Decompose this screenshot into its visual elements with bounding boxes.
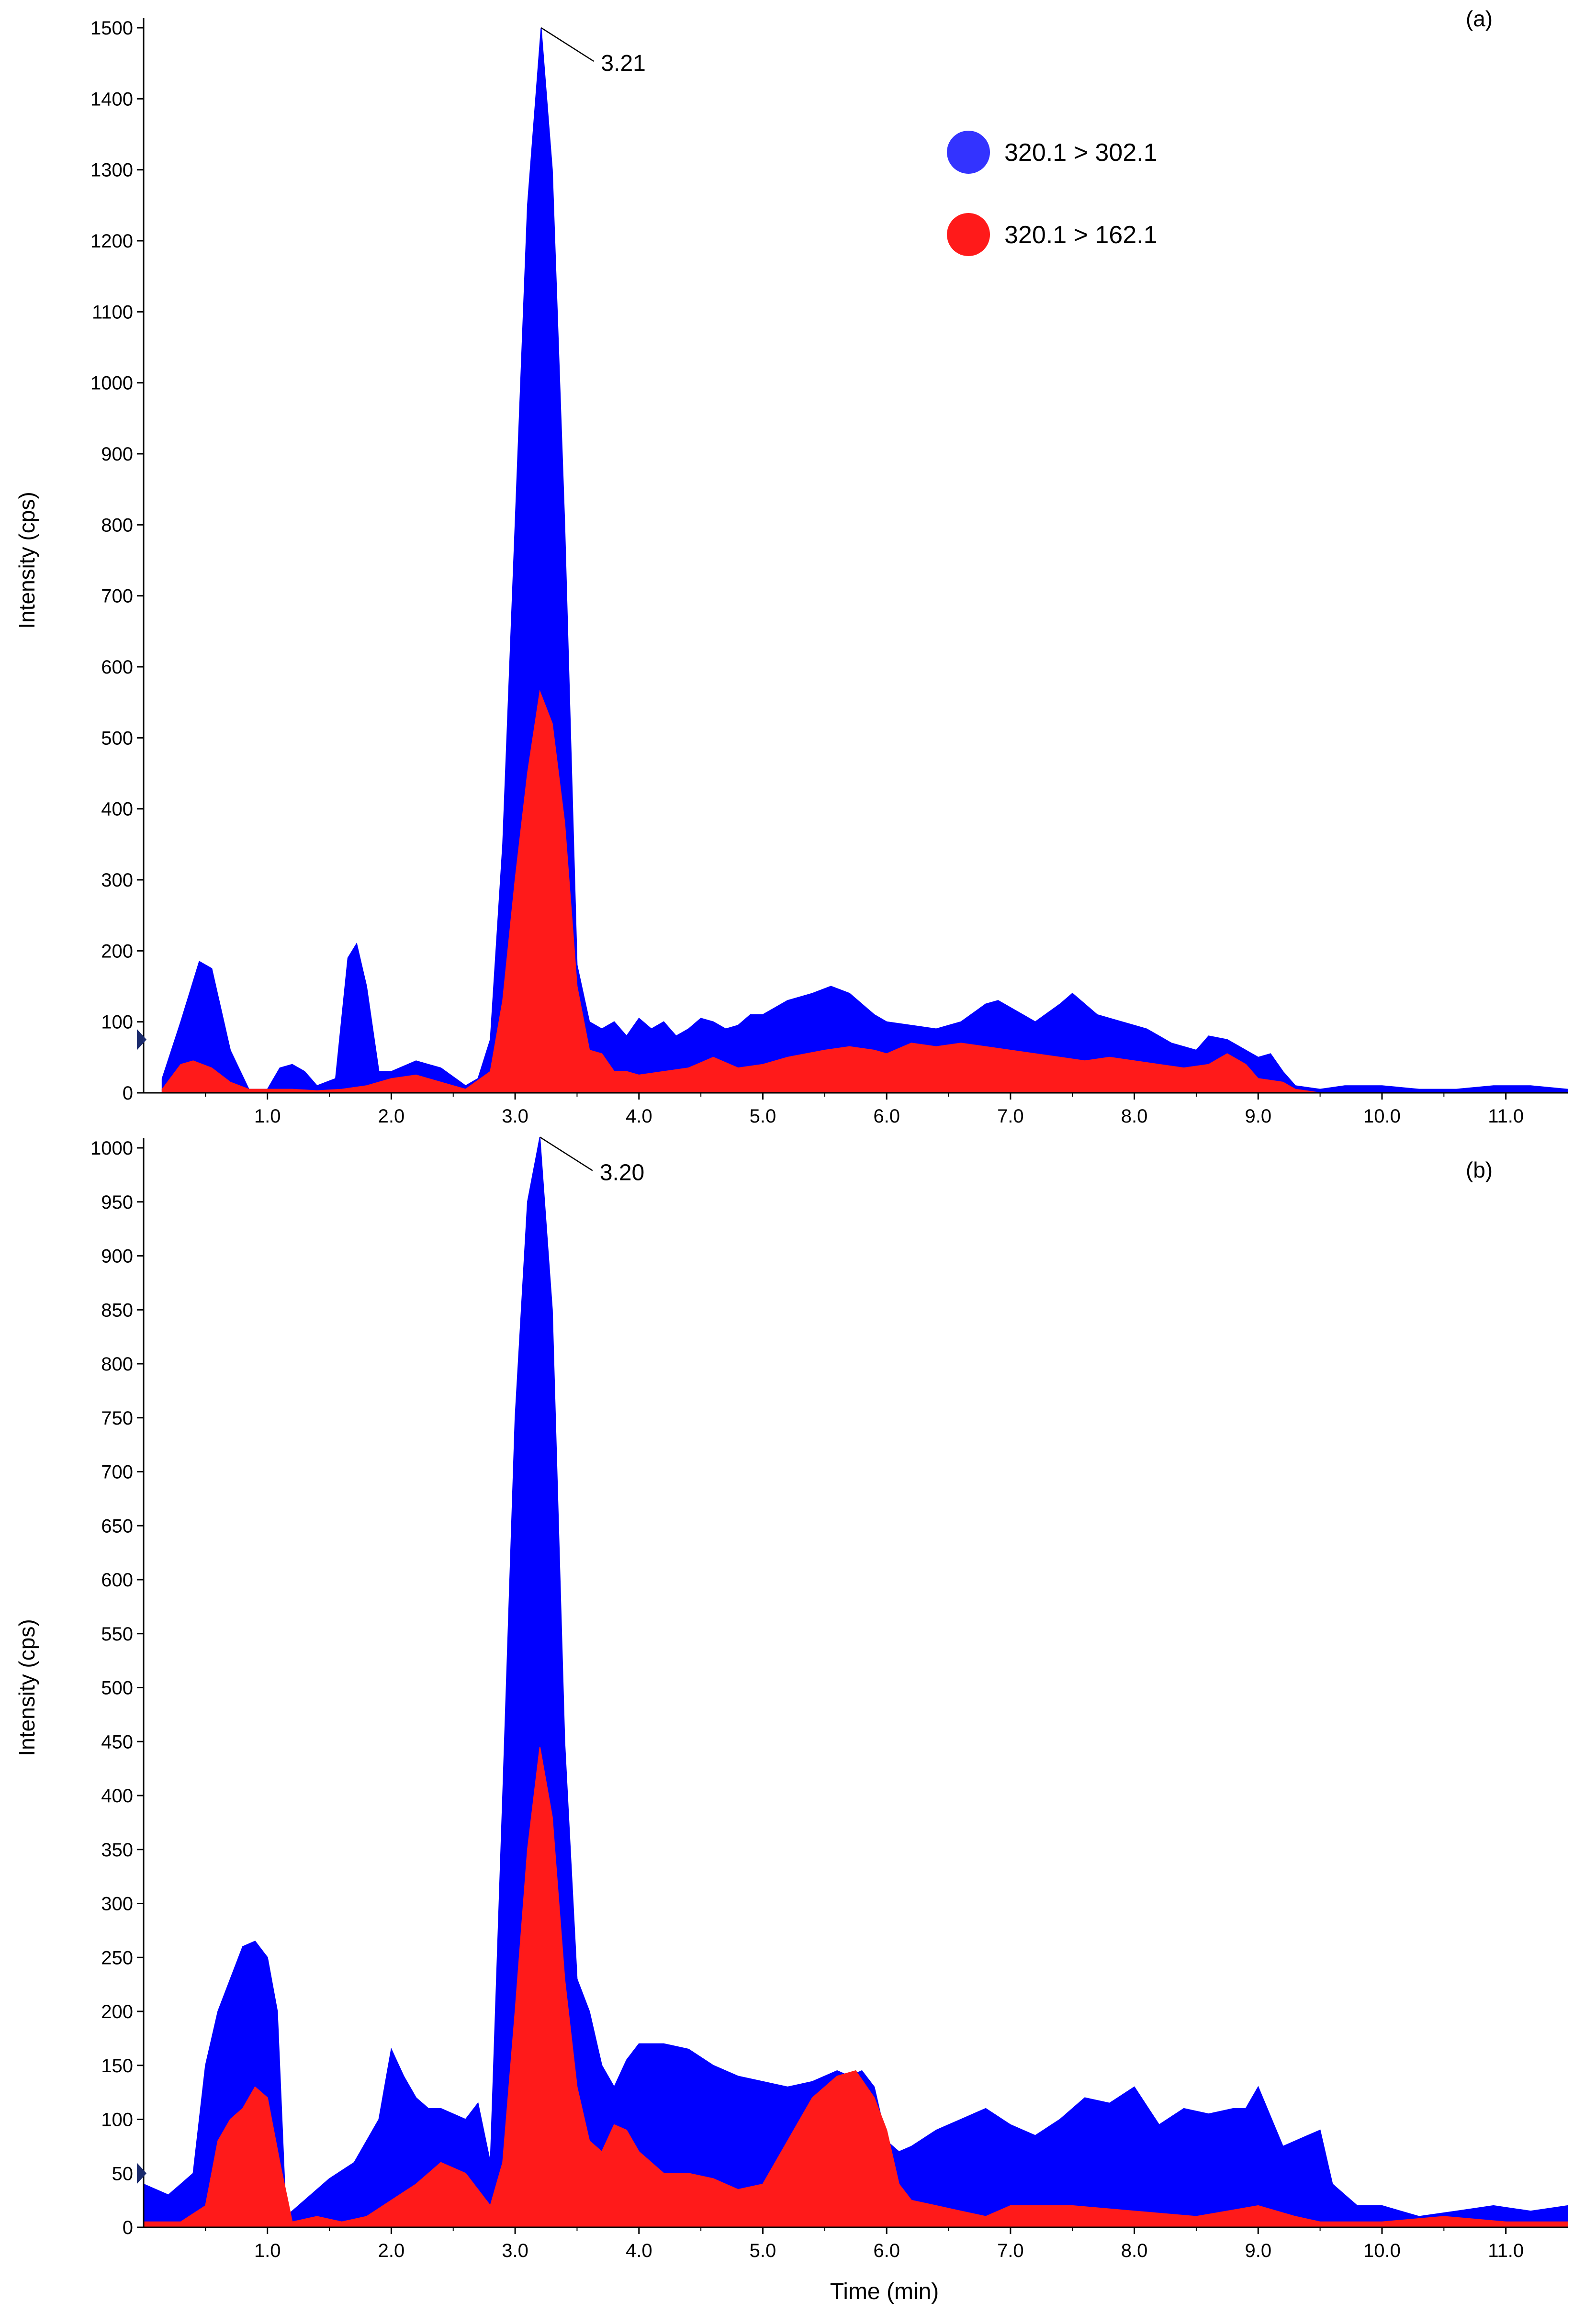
peak-annotation-leader <box>540 1136 593 1171</box>
y-tick-label: 0 <box>123 2217 133 2238</box>
x-tick-label: 6.0 <box>873 2240 900 2261</box>
x-tick-label: 10.0 <box>1363 2240 1401 2261</box>
y-tick-label: 800 <box>101 515 133 536</box>
legend-label-2: 320.1 > 162.1 <box>1004 221 1158 249</box>
baseline-marker-icon <box>137 2163 146 2184</box>
x-tick-label: 5.0 <box>750 2240 776 2261</box>
peak-annotation-label: 3.21 <box>601 51 645 76</box>
x-tick-label: 9.0 <box>1245 2240 1271 2261</box>
y-tick-label: 500 <box>101 1678 133 1699</box>
y-tick-label: 850 <box>101 1300 133 1321</box>
x-tick-label: 3.0 <box>502 1106 528 1127</box>
y-tick-label: 1100 <box>92 302 133 323</box>
y-tick-label: 500 <box>101 728 133 749</box>
panel-label: (b) <box>1466 1157 1493 1182</box>
y-tick-label: 900 <box>101 1246 133 1267</box>
y-axis-label: Intensity (cps) <box>14 1619 39 1756</box>
x-tick-label: 9.0 <box>1245 1106 1271 1127</box>
y-tick-label: 1300 <box>90 160 133 181</box>
y-tick-label: 1000 <box>90 1138 133 1159</box>
y-tick-label: 200 <box>101 941 133 962</box>
y-tick-label: 300 <box>101 1894 133 1915</box>
legend-swatch-2 <box>947 213 990 256</box>
baseline-marker-icon <box>137 1029 146 1050</box>
y-tick-label: 1200 <box>90 231 133 252</box>
y-tick-label: 200 <box>101 2001 133 2022</box>
x-tick-label: 5.0 <box>750 1106 776 1127</box>
y-tick-label: 1500 <box>90 18 133 39</box>
peak-annotation-label: 3.20 <box>600 1160 644 1185</box>
y-tick-label: 950 <box>101 1192 133 1213</box>
x-tick-label: 7.0 <box>997 1106 1024 1127</box>
y-tick-label: 900 <box>101 444 133 465</box>
y-tick-label: 700 <box>101 1462 133 1483</box>
y-tick-label: 1400 <box>90 89 133 110</box>
y-tick-label: 550 <box>101 1624 133 1645</box>
x-axis-label: Time (min) <box>830 2279 939 2304</box>
y-tick-label: 100 <box>101 1012 133 1033</box>
x-tick-label: 11.0 <box>1488 2240 1524 2261</box>
y-axis-label: Intensity (cps) <box>14 492 39 629</box>
y-tick-label: 250 <box>101 1947 133 1968</box>
y-tick-label: 300 <box>101 870 133 891</box>
panel-b: 0 50 100 150 200 250 300 350 400 450 500 550 600 650 7… <box>14 1136 1568 2304</box>
x-tick-label: 2.0 <box>378 2240 405 2261</box>
series-area-2 <box>143 1747 1568 2228</box>
x-tick-label: 10.0 <box>1363 1106 1401 1127</box>
y-tick-label: 450 <box>101 1731 133 1752</box>
y-tick-label: 800 <box>101 1354 133 1375</box>
y-tick-label: 600 <box>101 1570 133 1591</box>
y-tick-label: 400 <box>101 799 133 820</box>
x-tick-label: 6.0 <box>873 1106 900 1127</box>
series-area-1 <box>161 27 1568 1093</box>
x-tick-label: 8.0 <box>1121 2240 1148 2261</box>
x-tick-label: 1.0 <box>254 2240 281 2261</box>
y-tick-label: 50 <box>112 2163 134 2184</box>
x-tick-label: 1.0 <box>254 1106 281 1127</box>
y-tick-label: 100 <box>101 2110 133 2131</box>
y-tick-label: 1000 <box>90 373 133 394</box>
legend-swatch-1 <box>947 131 990 174</box>
y-tick-label: 400 <box>101 1785 133 1807</box>
x-tick-label: 2.0 <box>378 1106 405 1127</box>
y-tick-label: 650 <box>101 1516 133 1537</box>
x-tick-label: 7.0 <box>997 2240 1024 2261</box>
panel-a: 0 100 200 300 400 500 600 700 800 900 1000 1100 1200… <box>14 6 1568 1127</box>
x-tick-label: 4.0 <box>626 2240 652 2261</box>
y-tick-label: 700 <box>101 586 133 607</box>
y-tick-label: 150 <box>101 2055 133 2077</box>
y-tick-label: 600 <box>101 657 133 678</box>
y-tick-label: 0 <box>123 1083 133 1104</box>
legend-label-1: 320.1 > 302.1 <box>1004 139 1158 167</box>
panel-label: (a) <box>1466 6 1493 31</box>
series-area-2 <box>161 690 1568 1093</box>
x-tick-label: 4.0 <box>626 1106 652 1127</box>
series-area-1 <box>143 1137 1568 2228</box>
x-tick-label: 11.0 <box>1488 1106 1524 1127</box>
peak-annotation-leader <box>540 27 595 62</box>
x-tick-label: 3.0 <box>502 2240 528 2261</box>
y-tick-label: 750 <box>101 1408 133 1429</box>
x-tick-label: 8.0 <box>1121 1106 1148 1127</box>
y-tick-label: 350 <box>101 1840 133 1861</box>
